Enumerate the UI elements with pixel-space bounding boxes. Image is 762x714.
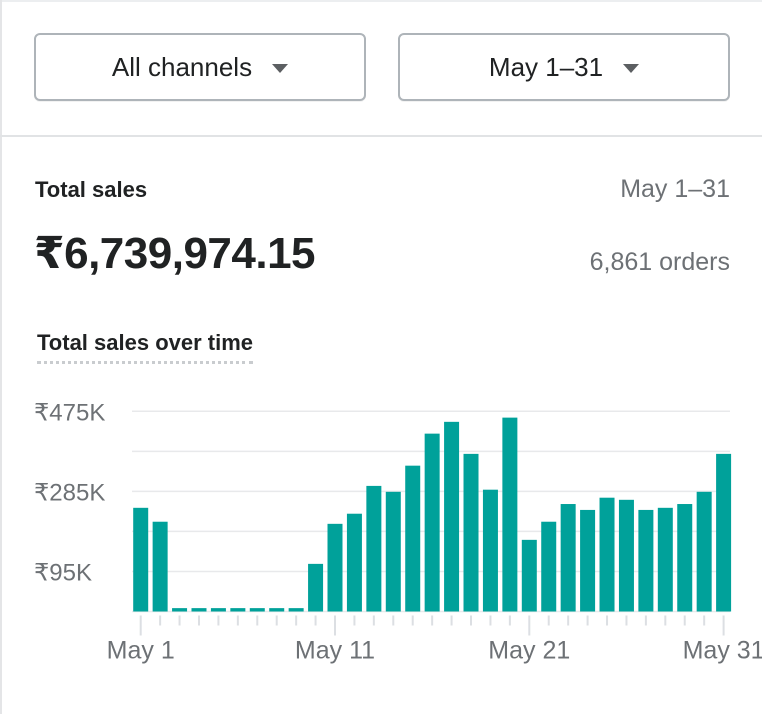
bar-may-30	[696, 491, 712, 612]
bar-may-8	[269, 608, 285, 612]
filter-toolbar: All channels May 1–31	[0, 0, 762, 136]
bar-may-12	[346, 513, 362, 612]
bar-may-29	[677, 504, 693, 612]
y-tick-label: ₹95K	[34, 559, 92, 586]
bar-may-27	[638, 509, 654, 612]
bar-may-26	[618, 499, 634, 612]
channel-filter-label: All channels	[111, 51, 253, 82]
bar-may-18	[463, 453, 479, 612]
chart-title[interactable]: Total sales over time	[37, 330, 254, 364]
bar-may-19	[482, 489, 498, 612]
y-tick-label: ₹285K	[34, 479, 105, 506]
date-range-label: May 1–31	[488, 51, 604, 82]
bar-may-31	[716, 453, 732, 612]
x-axis: May 1 May 11 May 21 May 31	[107, 615, 762, 665]
y-tick-label: ₹475K	[34, 399, 105, 426]
bar-may-16	[424, 433, 440, 612]
bar-may-21	[521, 539, 537, 612]
x-tick-label: May 1	[107, 637, 175, 665]
left-border	[0, 0, 2, 714]
bar-may-25	[599, 497, 615, 612]
bar-may-5	[210, 608, 226, 612]
channel-filter-button[interactable]: All channels	[34, 33, 366, 101]
bar-may-22	[541, 521, 557, 612]
bar-may-20	[502, 417, 518, 612]
x-tick-label: May 31	[683, 637, 762, 665]
bar-may-2	[152, 521, 168, 612]
bar-may-14	[385, 491, 401, 612]
total-sales-value: ₹6,739,974.15	[34, 229, 316, 278]
bar-may-4	[191, 608, 207, 612]
date-range-button[interactable]: May 1–31	[398, 33, 730, 101]
bar-may-17	[444, 421, 460, 612]
bar-may-3	[172, 608, 188, 612]
bar-may-13	[366, 485, 382, 612]
x-tick-label: May 21	[488, 637, 570, 665]
sales-bar-chart: ₹475K ₹285K ₹95K May 1 May 11 May 21 May 31	[34, 399, 762, 665]
section-divider	[0, 135, 762, 137]
orders-count: 6,861 orders	[589, 248, 730, 276]
top-border	[0, 0, 762, 2]
bar-may-1	[133, 507, 149, 612]
bar-may-24	[580, 509, 596, 612]
x-tick-label: May 11	[295, 637, 375, 665]
bars	[133, 417, 732, 612]
bar-may-6	[230, 608, 246, 612]
bar-may-23	[560, 504, 576, 612]
bar-may-11	[327, 523, 343, 612]
bar-may-15	[405, 465, 421, 612]
caret-down-icon	[272, 63, 289, 73]
bar-may-28	[657, 507, 673, 612]
bar-may-7	[249, 608, 265, 612]
caret-down-icon	[623, 63, 640, 73]
bar-may-9	[288, 608, 304, 612]
bar-may-10	[308, 563, 324, 612]
y-axis-labels: ₹475K ₹285K ₹95K	[34, 399, 105, 586]
card-title: Total sales	[35, 177, 148, 202]
card-date-range: May 1–31	[620, 175, 730, 203]
